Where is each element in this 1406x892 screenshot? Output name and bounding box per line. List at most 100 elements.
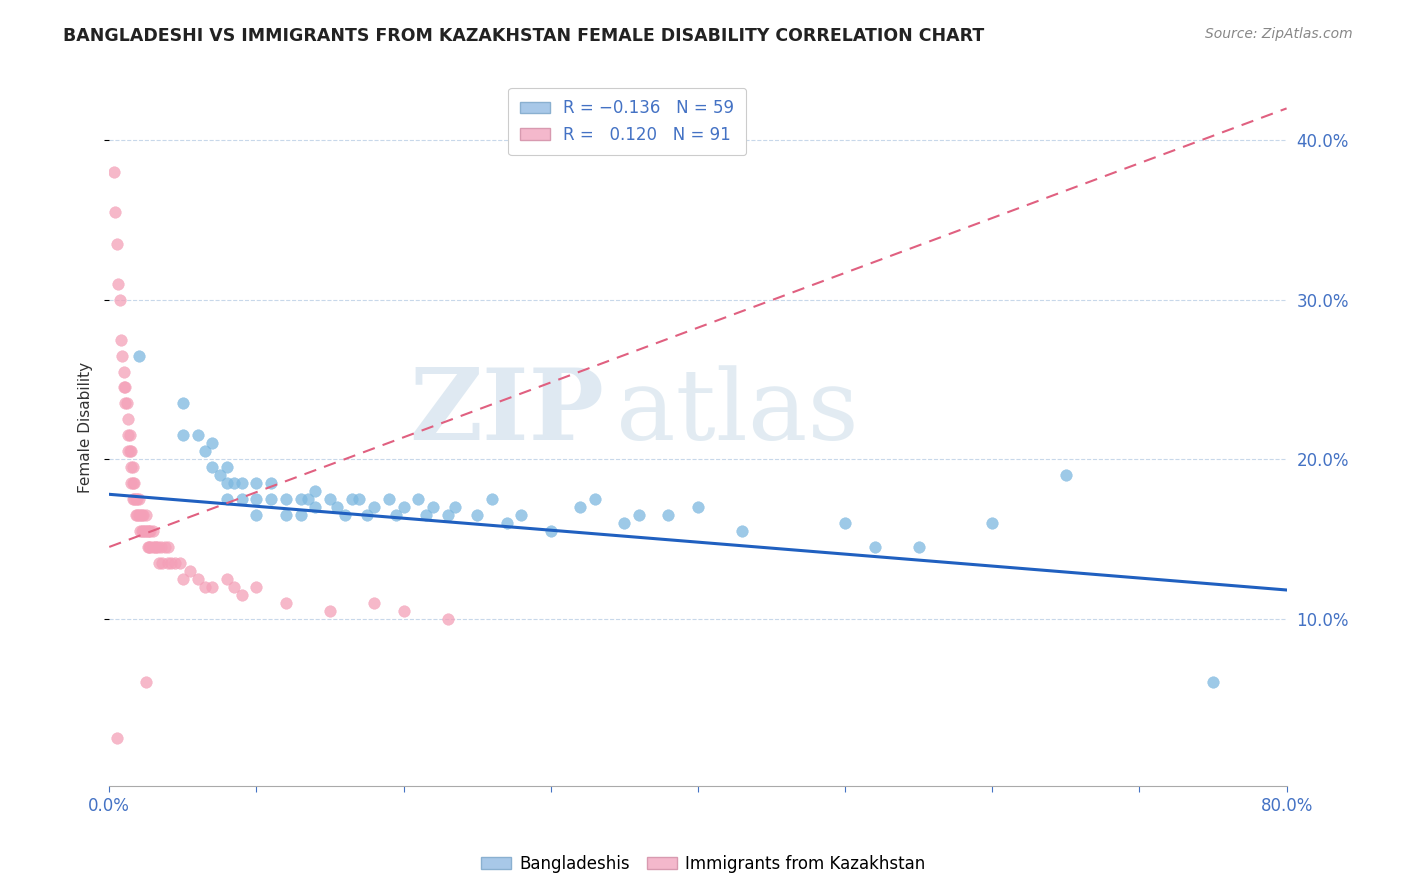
Point bbox=[149, 540, 172, 554]
Point bbox=[245, 476, 267, 491]
Point bbox=[1054, 468, 1077, 483]
Point bbox=[138, 540, 160, 554]
Point bbox=[444, 500, 467, 514]
Point bbox=[378, 492, 401, 507]
Point bbox=[172, 396, 194, 410]
Point bbox=[172, 428, 194, 442]
Point bbox=[224, 580, 246, 594]
Point bbox=[290, 492, 312, 507]
Point bbox=[297, 492, 319, 507]
Point bbox=[260, 492, 283, 507]
Point bbox=[121, 460, 143, 475]
Point bbox=[132, 524, 155, 538]
Point bbox=[628, 508, 651, 522]
Point bbox=[108, 293, 131, 307]
Point bbox=[215, 492, 238, 507]
Point bbox=[863, 540, 886, 554]
Point bbox=[408, 492, 430, 507]
Point bbox=[481, 492, 503, 507]
Point bbox=[134, 524, 156, 538]
Point bbox=[121, 492, 143, 507]
Point bbox=[114, 380, 136, 394]
Point bbox=[120, 460, 142, 475]
Point bbox=[495, 516, 517, 530]
Point bbox=[274, 596, 297, 610]
Point bbox=[245, 580, 267, 594]
Point bbox=[260, 476, 283, 491]
Point bbox=[363, 500, 385, 514]
Point bbox=[145, 540, 167, 554]
Point bbox=[112, 364, 135, 378]
Point bbox=[187, 428, 209, 442]
Text: atlas: atlas bbox=[616, 365, 858, 461]
Point bbox=[139, 524, 162, 538]
Point bbox=[245, 508, 267, 522]
Point bbox=[194, 580, 217, 594]
Point bbox=[613, 516, 636, 530]
Point bbox=[146, 540, 169, 554]
Point bbox=[326, 500, 349, 514]
Point bbox=[1202, 675, 1225, 690]
Point bbox=[415, 508, 437, 522]
Point bbox=[569, 500, 592, 514]
Point bbox=[392, 604, 415, 618]
Point bbox=[290, 508, 312, 522]
Point bbox=[686, 500, 709, 514]
Legend: R = −0.136   N = 59, R =   0.120   N = 91: R = −0.136 N = 59, R = 0.120 N = 91 bbox=[509, 87, 747, 155]
Point bbox=[157, 540, 180, 554]
Point bbox=[583, 492, 606, 507]
Point bbox=[363, 596, 385, 610]
Point bbox=[105, 731, 128, 746]
Point bbox=[121, 476, 143, 491]
Point bbox=[148, 556, 170, 570]
Point bbox=[274, 508, 297, 522]
Point bbox=[304, 484, 326, 499]
Point bbox=[115, 396, 138, 410]
Point bbox=[224, 476, 246, 491]
Point bbox=[105, 236, 128, 251]
Point bbox=[135, 675, 157, 690]
Point bbox=[465, 508, 488, 522]
Point bbox=[340, 492, 363, 507]
Point bbox=[540, 524, 562, 538]
Point bbox=[834, 516, 856, 530]
Point bbox=[274, 492, 297, 507]
Point bbox=[150, 556, 173, 570]
Point bbox=[245, 492, 267, 507]
Point bbox=[117, 428, 139, 442]
Legend: Bangladeshis, Immigrants from Kazakhstan: Bangladeshis, Immigrants from Kazakhstan bbox=[474, 848, 932, 880]
Point bbox=[135, 508, 157, 522]
Point bbox=[128, 349, 150, 363]
Point bbox=[157, 556, 180, 570]
Point bbox=[179, 564, 201, 578]
Point bbox=[122, 492, 145, 507]
Point bbox=[138, 524, 160, 538]
Point bbox=[657, 508, 679, 522]
Point bbox=[142, 524, 165, 538]
Point bbox=[231, 492, 253, 507]
Point bbox=[114, 396, 136, 410]
Point bbox=[125, 508, 148, 522]
Point bbox=[731, 524, 754, 538]
Point bbox=[111, 349, 134, 363]
Point bbox=[120, 444, 142, 458]
Point bbox=[107, 277, 129, 291]
Point bbox=[392, 500, 415, 514]
Point bbox=[510, 508, 533, 522]
Y-axis label: Female Disability: Female Disability bbox=[79, 362, 93, 493]
Point bbox=[127, 508, 149, 522]
Point bbox=[128, 492, 150, 507]
Point bbox=[160, 556, 183, 570]
Text: BANGLADESHI VS IMMIGRANTS FROM KAZAKHSTAN FEMALE DISABILITY CORRELATION CHART: BANGLADESHI VS IMMIGRANTS FROM KAZAKHSTA… bbox=[63, 27, 984, 45]
Point bbox=[127, 492, 149, 507]
Text: Source: ZipAtlas.com: Source: ZipAtlas.com bbox=[1205, 27, 1353, 41]
Point bbox=[907, 540, 929, 554]
Point bbox=[208, 468, 231, 483]
Point bbox=[215, 460, 238, 475]
Point bbox=[201, 460, 224, 475]
Point bbox=[187, 572, 209, 586]
Point bbox=[103, 165, 125, 179]
Point bbox=[319, 604, 342, 618]
Point bbox=[215, 476, 238, 491]
Point bbox=[304, 500, 326, 514]
